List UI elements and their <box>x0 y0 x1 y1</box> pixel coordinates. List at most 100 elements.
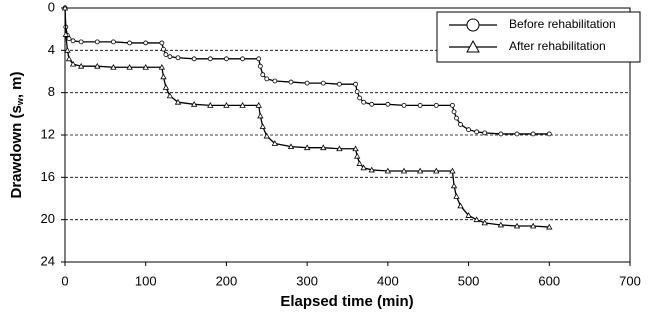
marker <box>161 46 166 52</box>
marker <box>451 109 457 115</box>
marker <box>368 166 375 173</box>
marker <box>433 102 439 108</box>
x-axis-label: Elapsed time (min) <box>280 293 413 310</box>
marker <box>163 52 169 57</box>
marker <box>473 216 480 223</box>
x-tick-label: 600 <box>538 273 560 288</box>
marker <box>320 80 326 86</box>
marker <box>416 167 424 174</box>
marker <box>239 102 246 108</box>
y-tick-label: 0 <box>48 0 55 14</box>
marker <box>458 122 463 127</box>
marker <box>474 129 480 135</box>
y-tick-label: 20 <box>41 211 55 226</box>
legend-marker <box>466 18 480 32</box>
marker <box>126 63 133 70</box>
marker <box>465 212 472 218</box>
marker <box>360 164 367 171</box>
marker <box>142 63 149 70</box>
y-tick-label: 4 <box>48 42 55 57</box>
marker <box>546 223 553 230</box>
marker <box>69 60 77 67</box>
marker <box>190 100 198 107</box>
marker <box>529 222 537 229</box>
marker <box>304 80 310 86</box>
marker <box>320 144 327 151</box>
marker <box>454 115 459 121</box>
marker <box>481 219 488 226</box>
marker <box>352 145 359 152</box>
marker <box>466 127 471 133</box>
marker <box>143 40 149 46</box>
marker <box>207 102 214 108</box>
marker <box>77 62 85 69</box>
marker <box>263 132 270 139</box>
marker <box>61 4 69 11</box>
marker <box>158 63 166 70</box>
y-label-part: Drawdown (s <box>8 105 25 198</box>
marker <box>78 39 84 45</box>
marker <box>224 56 229 62</box>
marker <box>530 131 536 137</box>
marker <box>160 73 167 80</box>
marker <box>433 167 440 174</box>
marker <box>287 143 295 150</box>
marker <box>369 101 375 107</box>
marker <box>127 40 132 46</box>
marker <box>385 101 391 107</box>
marker <box>175 55 181 61</box>
marker <box>240 56 245 62</box>
marker <box>288 79 294 85</box>
marker <box>400 167 408 174</box>
marker <box>513 222 521 229</box>
marker <box>162 84 170 90</box>
marker <box>111 39 116 45</box>
y-tick-label: 16 <box>41 169 55 184</box>
legend-box <box>436 11 641 63</box>
plot-frame <box>64 7 631 263</box>
x-tick-label: 700 <box>619 273 641 288</box>
x-tick-label: 200 <box>216 273 238 288</box>
marker <box>65 55 73 62</box>
marker <box>260 72 266 78</box>
marker <box>257 112 264 119</box>
marker <box>94 39 100 45</box>
marker <box>384 167 392 174</box>
marker <box>401 102 407 108</box>
marker <box>207 56 213 62</box>
y-label-part: , m) <box>8 71 25 98</box>
marker <box>498 131 504 137</box>
marker <box>354 89 360 95</box>
x-tick-label: 300 <box>296 273 318 288</box>
marker <box>356 160 363 166</box>
x-tick-label: 0 <box>61 273 68 288</box>
marker <box>255 102 262 108</box>
marker <box>361 99 367 105</box>
marker <box>514 131 520 137</box>
marker <box>303 144 311 151</box>
y-tick-label: 24 <box>41 253 55 268</box>
y-tick-label: 8 <box>48 84 55 99</box>
x-tick-label: 500 <box>458 273 480 288</box>
y-label-subscript: w <box>15 97 25 106</box>
x-tick-label: 400 <box>377 273 399 288</box>
marker <box>337 81 342 87</box>
marker <box>272 78 278 84</box>
marker <box>64 47 71 53</box>
marker <box>453 193 460 199</box>
marker <box>94 62 101 69</box>
y-tick-label: 12 <box>41 126 55 141</box>
marker <box>257 63 263 69</box>
y-axis-label: Drawdown (sw, m) <box>8 71 25 198</box>
marker <box>191 56 197 62</box>
marker <box>159 40 165 46</box>
marker <box>70 38 76 44</box>
x-tick-label: 100 <box>135 273 157 288</box>
legend-label: Before rehabilitation <box>509 17 616 31</box>
marker <box>497 221 505 228</box>
marker <box>259 123 266 129</box>
marker <box>457 202 464 209</box>
legend-label: After rehabilitation <box>509 39 606 53</box>
marker <box>174 98 182 105</box>
